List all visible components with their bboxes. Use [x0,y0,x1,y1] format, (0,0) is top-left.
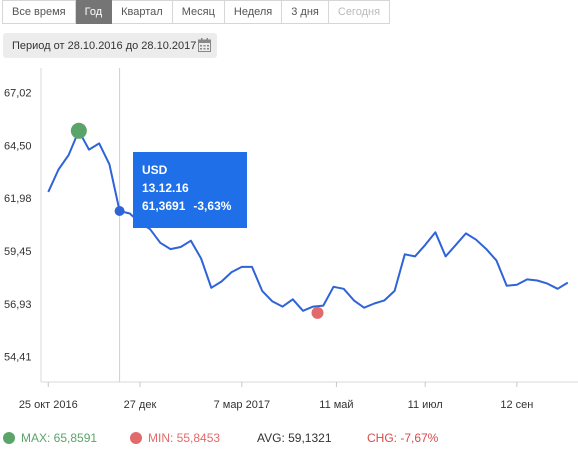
series-line [47,129,569,312]
stat-chg: CHG: -7,67% [367,431,438,445]
selected-point-marker [114,205,125,216]
stat-avg-label: AVG: 59,1321 [257,431,332,445]
tab-2[interactable]: Квартал [112,0,173,24]
x-tick-label: 12 сен [500,399,533,411]
period-selector[interactable]: Период от 28.10.2016 до 28.10.2017 [3,33,217,58]
tab-5[interactable]: 3 дня [282,0,329,24]
tooltip-date: 13.12.16 [142,181,189,195]
tab-4[interactable]: Неделя [224,0,283,24]
x-tick-label: 11 июл [408,399,443,411]
x-tick-label: 7 мар 2017 [214,399,271,411]
y-tick-label: 64,50 [4,140,32,152]
stat-max-label: MAX: 65,8591 [21,431,98,445]
tab-1[interactable]: Год [75,0,113,24]
tab-3[interactable]: Месяц [172,0,225,24]
max-point-marker [70,122,87,139]
data-tooltip: USD 13.12.16 61,3691 -3,63% [133,152,247,228]
tooltip-change: -3,63% [193,199,232,213]
tooltip-value: 61,3691 [142,199,186,213]
y-tick-label: 61,98 [4,193,32,205]
tab-6[interactable]: Сегодня [328,0,391,24]
stat-min: MIN: 55,8453 [130,431,220,445]
min-point-marker [311,306,324,319]
x-tick-label: 11 май [319,399,353,411]
calendar-icon[interactable] [198,38,211,52]
period-tabs: Все время Год Квартал Месяц Неделя 3 дня Сегод… [2,0,391,24]
stat-min-label: MIN: 55,8453 [148,431,221,445]
y-tick-label: 59,45 [4,246,32,258]
x-tick-label: 25 окт 2016 [19,399,78,411]
y-tick-label: 67,02 [4,88,32,100]
line-chart[interactable]: 54,41 56,93 59,45 61,98 64,50 67,02 25 окт 201… [0,0,578,430]
stat-chg-label: CHG: -7,67% [367,431,439,445]
max-dot-icon [3,432,15,444]
stats-bar: MAX: 65,8591 MIN: 55,8453 AVG: 59,1321 C… [0,431,578,451]
min-dot-icon [130,432,142,444]
stat-avg: AVG: 59,1321 [257,431,332,445]
tab-0[interactable]: Все время [2,0,76,24]
period-label: Период от 28.10.2016 до 28.10.2017 [12,39,197,52]
y-tick-label: 56,93 [4,299,32,311]
tooltip-currency: USD [142,163,168,177]
y-tick-label: 54,41 [4,352,32,364]
x-tick-label: 27 дек [124,399,157,411]
tooltip-values: 61,3691 -3,63% [142,197,247,215]
stat-max: MAX: 65,8591 [3,431,97,445]
